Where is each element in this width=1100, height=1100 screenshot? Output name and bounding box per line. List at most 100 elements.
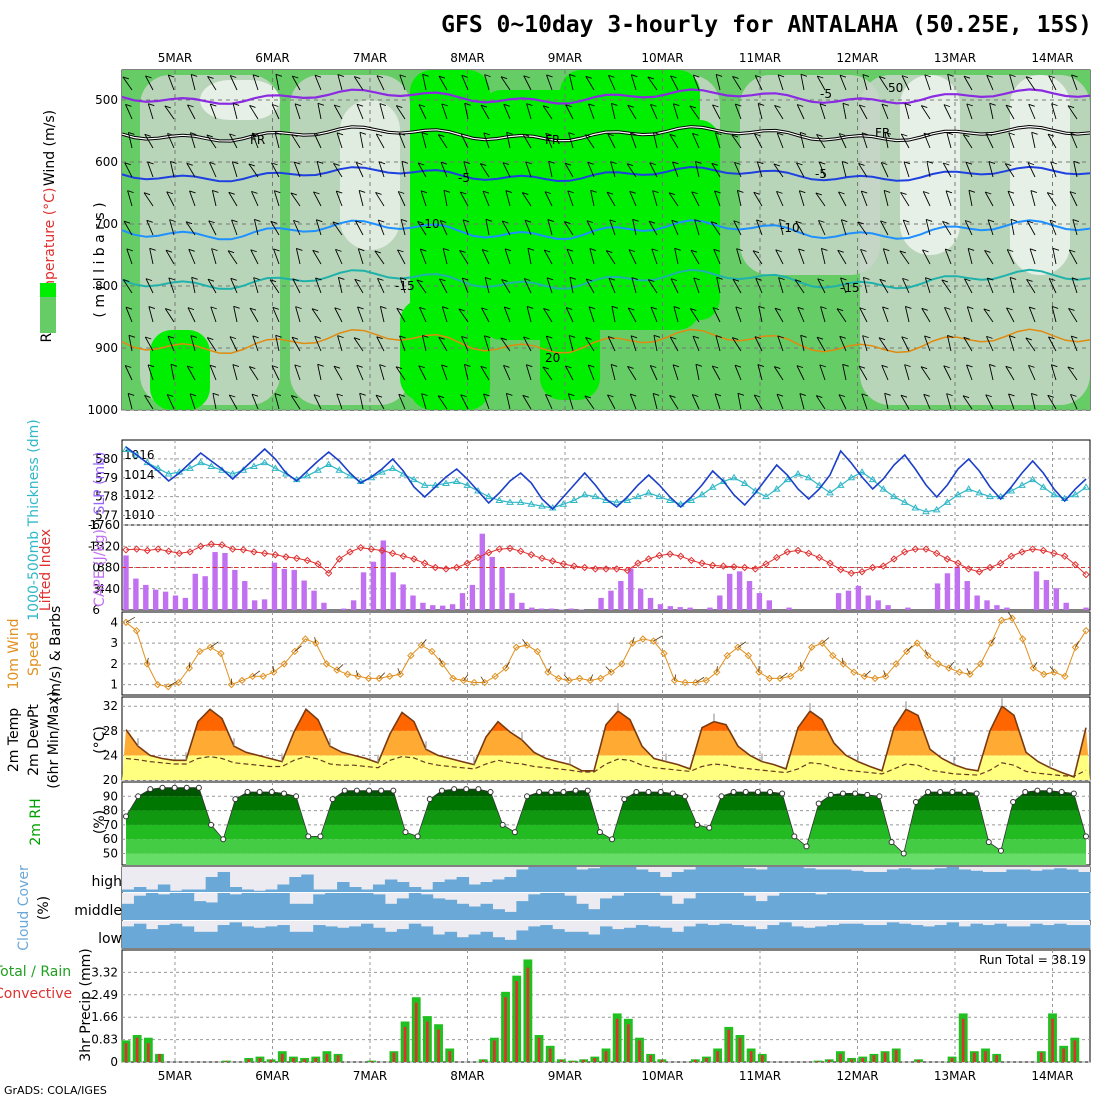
cloud-bar bbox=[850, 923, 864, 948]
wind-barb bbox=[547, 219, 553, 236]
lifted-index-series-point bbox=[506, 544, 514, 553]
wind-barb bbox=[273, 248, 280, 265]
cape-bar bbox=[964, 581, 970, 610]
wind-barb-flag bbox=[879, 76, 886, 80]
wind-barb bbox=[985, 394, 994, 410]
wind-barb-flag bbox=[670, 336, 677, 340]
wind-barb-flag bbox=[1067, 366, 1074, 370]
cape-bar bbox=[182, 597, 189, 610]
rh2-point bbox=[499, 821, 506, 828]
cloud-bar bbox=[635, 869, 649, 892]
wind-barb bbox=[168, 277, 175, 294]
thickness-series-point bbox=[570, 496, 578, 503]
precip-conv-bar bbox=[158, 1053, 161, 1062]
wind-barb bbox=[943, 104, 952, 120]
wind-barb bbox=[229, 133, 238, 149]
wind-barb bbox=[608, 277, 616, 294]
wind-barb bbox=[482, 190, 490, 207]
wind-barb-flag bbox=[544, 249, 551, 253]
temp-ylabel-a: 2m Temp bbox=[6, 708, 22, 772]
wind-barb bbox=[569, 277, 574, 294]
wind-barb bbox=[963, 337, 973, 352]
wind-barb-flag bbox=[819, 161, 826, 165]
thickness-tick-label: 579 bbox=[95, 471, 118, 485]
rh-moist-area bbox=[680, 120, 720, 320]
contour-label: -10 bbox=[420, 217, 440, 231]
wind-barb-flag bbox=[212, 189, 219, 193]
wind-barb-flag bbox=[903, 161, 911, 165]
surface-wind-barb bbox=[883, 670, 886, 677]
wind-barb-flag bbox=[148, 306, 156, 309]
wind-barb bbox=[924, 335, 931, 352]
wind-barb-flag bbox=[332, 221, 339, 225]
wind-speed-series-point bbox=[713, 668, 721, 676]
wind-barb-flag bbox=[418, 162, 425, 166]
wind-barb bbox=[188, 249, 196, 265]
wind-barb-flag bbox=[187, 307, 195, 311]
rh2-band bbox=[126, 853, 1086, 865]
slp-tick-label: 1012 bbox=[124, 488, 155, 502]
wind-barb bbox=[313, 394, 322, 410]
cloud-bar bbox=[910, 869, 924, 892]
wind-barb-flag bbox=[652, 393, 660, 396]
cloud-bar bbox=[145, 889, 159, 892]
contour-label: -5 bbox=[458, 171, 470, 185]
wind-barb-flag bbox=[648, 220, 656, 224]
precip-conv-bar bbox=[392, 1052, 396, 1062]
cloud-bar bbox=[1030, 923, 1043, 948]
cloud-bar bbox=[301, 874, 314, 892]
wind-barb bbox=[966, 364, 973, 381]
wind-barb-flag bbox=[270, 220, 277, 224]
wind-barb-flag bbox=[732, 76, 739, 79]
wind-speed-series-point bbox=[523, 641, 531, 649]
cloud-bar bbox=[803, 893, 816, 920]
wind-barb-flag bbox=[1026, 279, 1033, 282]
cloud-level-low: low bbox=[98, 931, 122, 947]
cloud-bar bbox=[122, 926, 135, 948]
wind-speed-series-point bbox=[480, 678, 489, 687]
lifted-index-series-point bbox=[794, 546, 802, 555]
wind-barb bbox=[275, 335, 280, 352]
lifted-index-series-point bbox=[367, 545, 376, 553]
slp-tick-label: 1010 bbox=[124, 508, 155, 522]
wind-barb bbox=[627, 366, 637, 381]
lifted-index-series-point bbox=[442, 565, 450, 573]
wind-speed-series-point bbox=[871, 674, 879, 683]
wind-barb-flag bbox=[167, 394, 174, 397]
wind-barb bbox=[652, 393, 658, 410]
wind-barb-flag bbox=[712, 104, 719, 108]
lifted-index-series-point bbox=[751, 565, 760, 573]
wind-speed-series-point bbox=[660, 649, 668, 658]
surface-wind-barb bbox=[272, 666, 275, 673]
wind-barb-flag bbox=[860, 248, 867, 252]
cloud-bar bbox=[791, 893, 804, 920]
wind-barb bbox=[816, 336, 826, 352]
wind-barb bbox=[773, 163, 784, 178]
wind-barb bbox=[800, 335, 805, 352]
precip-tick-label: 2.49 bbox=[91, 988, 118, 1002]
cloud-bar bbox=[659, 877, 673, 892]
wind-barb-flag bbox=[187, 104, 194, 108]
slp-series bbox=[125, 446, 1087, 511]
wind-barb-flag bbox=[358, 190, 366, 193]
wind-barb bbox=[563, 221, 574, 236]
wind-speed-series-point bbox=[1040, 670, 1048, 678]
cape-bar bbox=[489, 556, 495, 610]
wind-barb-flag bbox=[1028, 364, 1035, 368]
wind-barb bbox=[734, 162, 742, 178]
wind-barb bbox=[189, 190, 196, 207]
wind-barb-flag bbox=[251, 393, 259, 397]
wind-barb bbox=[731, 134, 742, 149]
wind-barb bbox=[128, 335, 133, 352]
wind-barb-flag bbox=[900, 394, 908, 398]
wind-barb-flag bbox=[353, 337, 361, 341]
cloud-bar bbox=[420, 889, 434, 892]
wind-barb bbox=[169, 161, 175, 178]
wind-barb bbox=[689, 308, 700, 323]
wind-barb bbox=[567, 393, 574, 410]
wind-barb bbox=[295, 306, 301, 323]
cloud-bar bbox=[528, 894, 541, 920]
wind-barb bbox=[670, 278, 679, 294]
wind-barb-flag bbox=[291, 395, 298, 399]
upper-ylabel-mb: ( m i l l i b a r s ) bbox=[92, 202, 108, 317]
